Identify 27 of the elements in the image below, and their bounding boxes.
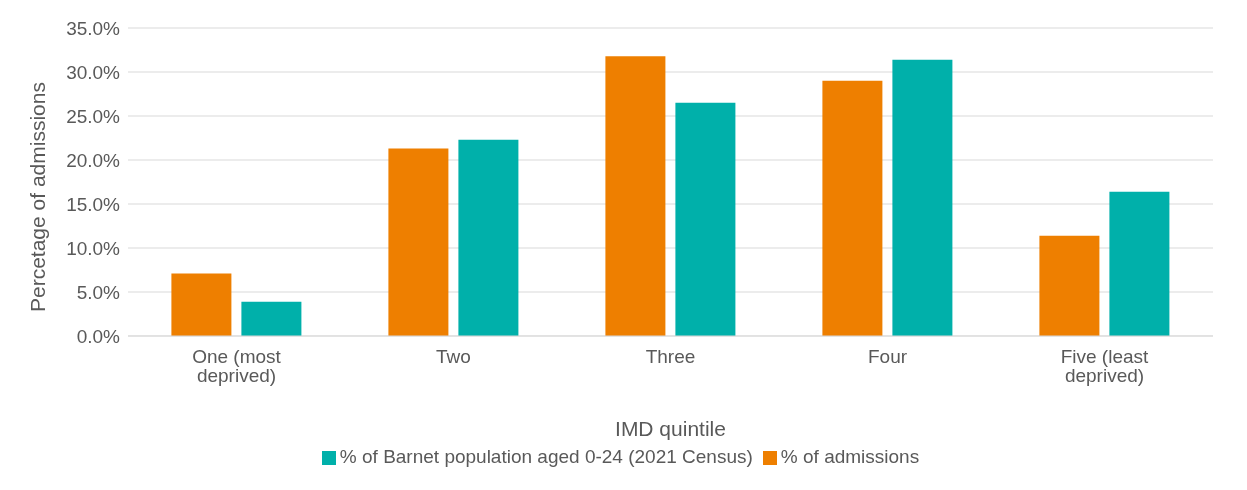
x-tick-label: Four: [867, 346, 908, 368]
y-tick-label: 35.0%: [66, 17, 121, 39]
y-tick-label: 25.0%: [66, 105, 121, 127]
x-tick-label: Five (least deprived): [1060, 346, 1150, 387]
bar: [605, 56, 666, 336]
bar: [1109, 191, 1170, 336]
bar: [892, 59, 953, 336]
y-tick-label: 15.0%: [66, 193, 121, 215]
y-tick-label: 30.0%: [66, 61, 121, 83]
bar: [388, 148, 449, 336]
bar: [458, 139, 519, 336]
y-tick-label: 0.0%: [76, 325, 121, 347]
y-tick-label: 5.0%: [76, 281, 121, 303]
bar: [822, 80, 883, 336]
x-tick-label: One (most deprived): [192, 346, 282, 387]
bar: [1039, 235, 1100, 336]
bar: [241, 301, 302, 336]
y-tick-label: 20.0%: [66, 149, 121, 171]
x-axis-title: IMD quintile: [615, 417, 726, 440]
y-tick-label: 10.0%: [66, 237, 121, 259]
bar: [675, 102, 736, 336]
legend-label: % of admissions: [780, 446, 920, 467]
x-tick-label: Two: [436, 346, 471, 368]
x-tick-label: Three: [645, 346, 696, 368]
bar: [171, 273, 232, 336]
legend-label: % of Barnet population aged 0-24 (2021 Census): [339, 446, 753, 467]
y-axis-title: Percetage of admissions: [26, 82, 50, 312]
